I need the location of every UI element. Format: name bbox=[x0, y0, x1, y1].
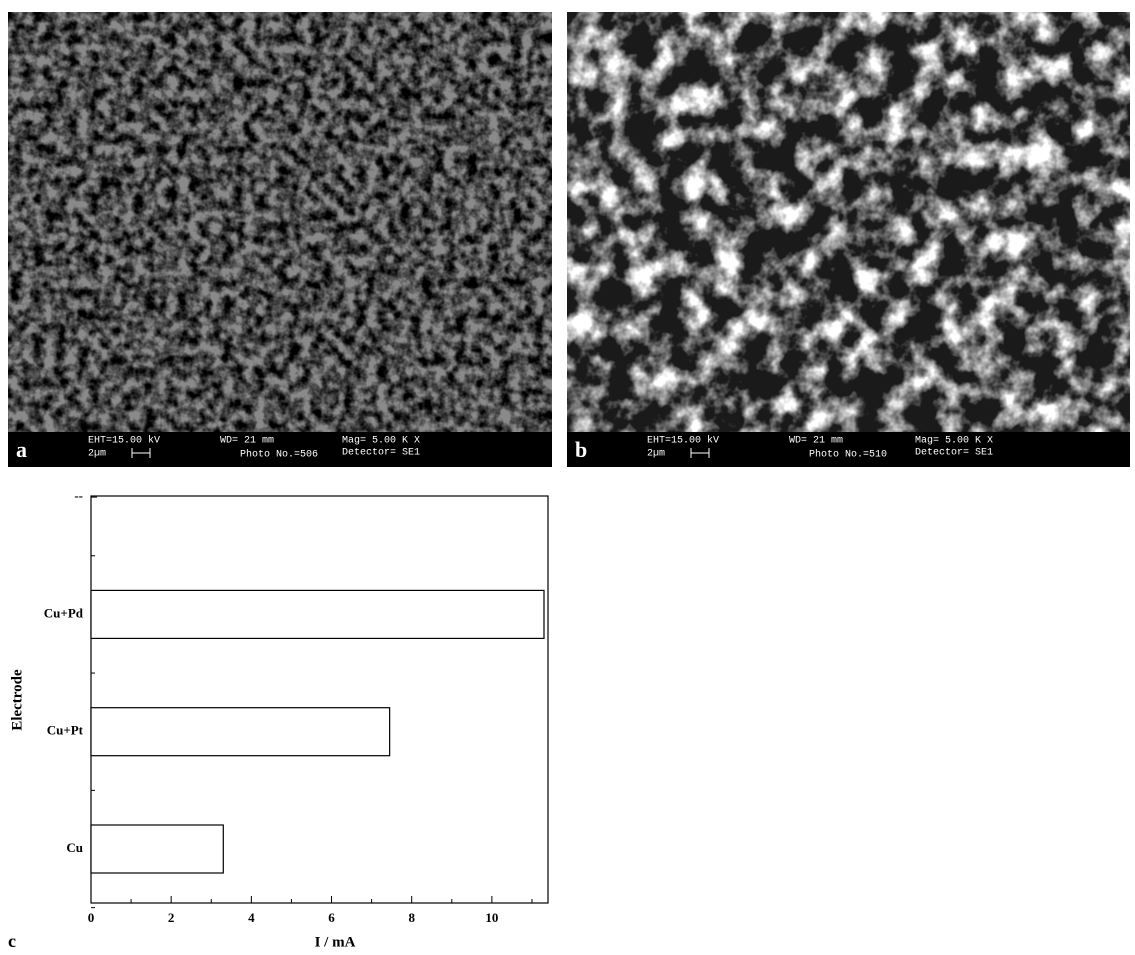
sem-texture bbox=[567, 12, 1130, 432]
x-tick-label: 6 bbox=[328, 910, 335, 925]
eht: EHT=15.00 kV bbox=[88, 435, 160, 447]
scale: 2µm bbox=[647, 449, 665, 460]
y-tick-label: Cu bbox=[66, 840, 83, 855]
wd: WD= 21 mm bbox=[789, 436, 843, 447]
panel-label: a bbox=[16, 437, 27, 462]
x-axis-label: I / mA bbox=[315, 934, 356, 950]
photo: Photo No.=510 bbox=[809, 449, 887, 461]
x-tick-label: 0 bbox=[88, 910, 95, 925]
mag: Mag= 5.00 K X bbox=[915, 436, 993, 447]
mag: Mag= 5.00 K X bbox=[342, 436, 420, 447]
bar bbox=[91, 708, 390, 756]
panel-label: b bbox=[575, 437, 587, 462]
y-tick-label: -- bbox=[74, 488, 83, 503]
y-tick-label: Cu+Pd bbox=[44, 605, 84, 620]
panel-label: c bbox=[8, 931, 16, 951]
y-axis-label: Electrode bbox=[9, 669, 25, 731]
scale: 2µm bbox=[88, 449, 106, 460]
sem-texture bbox=[8, 12, 552, 432]
bar-chart: 0 2 4 6 8 10 Cu Cu+Pt Cu+Pd -- I / mA c Electrode bbox=[8, 488, 548, 951]
x-tick-label: 2 bbox=[168, 910, 175, 925]
figure: a EHT=15.00 kV 2µm WD= 21 mm Photo No.=506 Ma… bbox=[0, 0, 1135, 955]
y-tick-label: Cu+Pt bbox=[47, 723, 84, 738]
bar bbox=[91, 825, 223, 873]
photo: Photo No.=506 bbox=[240, 449, 318, 461]
detector: Detector= SE1 bbox=[915, 448, 993, 459]
eht: EHT=15.00 kV bbox=[647, 435, 719, 447]
bar bbox=[91, 590, 544, 638]
x-tick-label: 8 bbox=[408, 910, 415, 925]
detector: Detector= SE1 bbox=[342, 448, 420, 459]
wd: WD= 21 mm bbox=[220, 436, 274, 447]
x-tick-label: 10 bbox=[485, 910, 498, 925]
sem-panels: a EHT=15.00 kV 2µm WD= 21 mm Photo No.=506 Ma… bbox=[8, 12, 1130, 467]
x-tick-label: 4 bbox=[248, 910, 255, 925]
